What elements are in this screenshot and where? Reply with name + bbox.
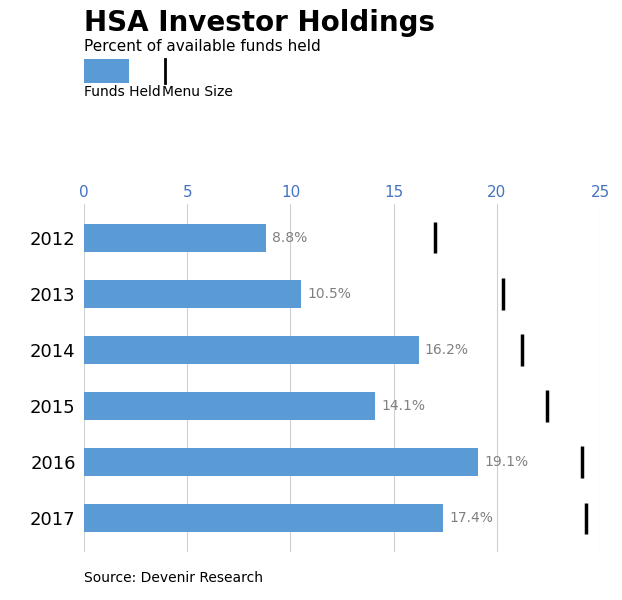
Bar xyxy=(84,504,443,532)
Text: 8.8%: 8.8% xyxy=(272,230,307,245)
Bar xyxy=(84,392,375,420)
Text: Funds Held: Funds Held xyxy=(84,85,160,98)
Text: 17.4%: 17.4% xyxy=(450,511,493,526)
Text: Source: Devenir Research: Source: Devenir Research xyxy=(84,571,263,585)
Text: Menu Size: Menu Size xyxy=(162,85,233,98)
Bar xyxy=(84,336,419,364)
Bar xyxy=(84,224,266,252)
Text: 16.2%: 16.2% xyxy=(425,343,469,357)
Text: Percent of available funds held: Percent of available funds held xyxy=(84,39,321,54)
Text: 10.5%: 10.5% xyxy=(307,287,351,301)
Text: 14.1%: 14.1% xyxy=(381,399,425,413)
Text: HSA Investor Holdings: HSA Investor Holdings xyxy=(84,9,435,37)
Bar xyxy=(84,280,301,308)
Bar xyxy=(84,448,478,476)
Text: 19.1%: 19.1% xyxy=(485,455,529,469)
